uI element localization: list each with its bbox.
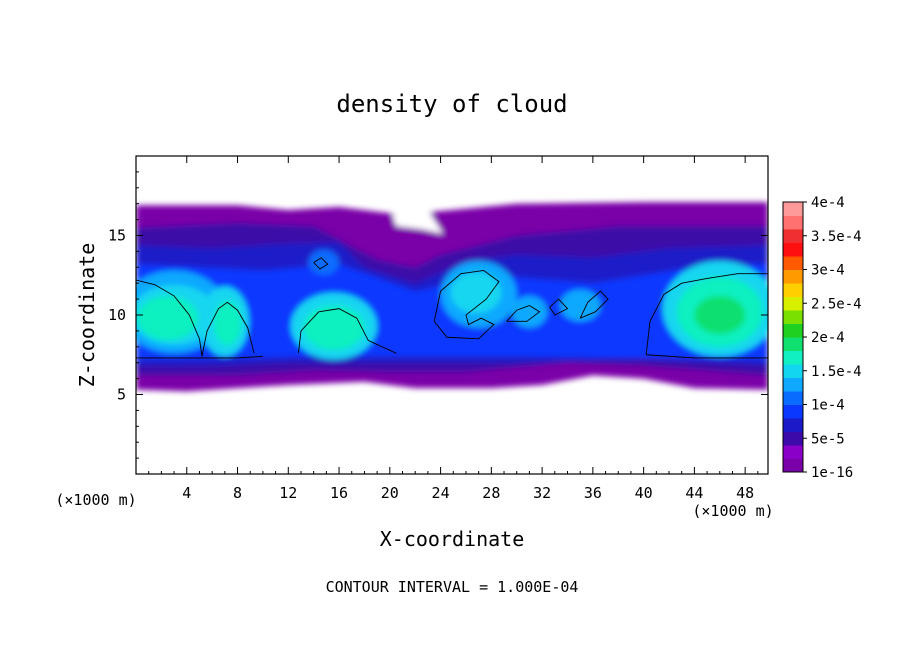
colorbar-swatch — [783, 337, 803, 351]
density-blob — [308, 249, 340, 276]
density-blob — [213, 300, 242, 346]
density-blob — [450, 272, 502, 314]
colorbar-swatch — [783, 391, 803, 405]
colorbar-swatch — [783, 310, 803, 324]
contour-line — [506, 304, 541, 322]
colorbar-swatch — [783, 350, 803, 365]
x-tick-label: 48 — [736, 484, 754, 502]
contour-line — [646, 354, 768, 359]
x-tick-label: 36 — [584, 484, 602, 502]
colorbar-swatch — [783, 269, 803, 284]
colorbar-swatch — [783, 215, 803, 230]
colorbar-swatch — [783, 431, 803, 446]
contour-line — [645, 273, 768, 355]
colorbar-tick-label: 3.5e-4 — [811, 229, 862, 245]
colorbar-swatch — [783, 296, 803, 311]
y-axis-title: Z-coordinate — [75, 243, 99, 388]
x-tick-label: 32 — [533, 484, 551, 502]
colorbar-swatch — [783, 242, 803, 257]
colorbar-tick-label: 1.5e-4 — [811, 364, 862, 380]
contour-interval-note: CONTOUR INTERVAL = 1.000E-04 — [326, 578, 579, 596]
colorbar-swatch — [783, 323, 803, 338]
plot-area — [136, 202, 768, 392]
density-blob — [694, 295, 746, 335]
x-unit-label-right: (×1000 m) — [692, 502, 773, 520]
clear-gap — [392, 210, 444, 234]
x-tick-label: 44 — [685, 484, 703, 502]
contour-line — [297, 308, 397, 354]
colorbar-swatch — [783, 445, 803, 459]
colorbar-swatch — [783, 283, 803, 297]
colorbar-tick-label: 1e-16 — [811, 465, 853, 481]
colorbar-tick-label: 4e-4 — [811, 195, 845, 211]
colorbar-tick-label: 3e-4 — [811, 263, 845, 279]
contour-line — [136, 279, 203, 357]
y-tick-label: 10 — [108, 306, 126, 324]
contour-lines — [136, 257, 768, 359]
y-tick-label: 5 — [117, 386, 126, 404]
contour-line — [201, 301, 255, 357]
colorbar-tick-label: 1e-4 — [811, 398, 845, 414]
colorbar-tick-label: 2e-4 — [811, 330, 845, 346]
x-tick-label: 20 — [381, 484, 399, 502]
colorbar: 1e-16 5e-5 1e-4 1.5e-4 2e-4 2.5e-4 3e-4 3.5e-4 4… — [782, 195, 862, 481]
density-blob — [511, 295, 548, 328]
colorbar-swatch — [783, 229, 803, 243]
colorbar-swatch — [783, 377, 803, 392]
x-tick-label: 40 — [635, 484, 653, 502]
colorbar-tick-label: 5e-5 — [811, 431, 845, 447]
colorbar-swatch — [783, 202, 803, 216]
x-tick-label: 16 — [330, 484, 348, 502]
x-axis-title: X-coordinate — [380, 527, 525, 551]
contour-line — [549, 298, 569, 316]
y-tick-label: 15 — [108, 227, 126, 245]
x-tick-label: 12 — [279, 484, 297, 502]
colorbar-swatch — [783, 418, 803, 432]
contour-line — [579, 290, 609, 319]
density-blob — [559, 289, 601, 322]
density-field — [136, 202, 768, 392]
colorbar-swatch — [783, 404, 803, 419]
y-axis: 5 10 15 — [108, 171, 768, 459]
chart-title: density of cloud — [336, 90, 567, 118]
x-tick-label: 4 — [182, 484, 191, 502]
x-tick-label: 28 — [482, 484, 500, 502]
contour-line — [313, 257, 329, 270]
x-tick-label: 24 — [432, 484, 450, 502]
colorbar-swatch — [783, 364, 803, 378]
x-tick-label: 8 — [233, 484, 242, 502]
contour-line — [433, 270, 500, 340]
density-blob — [303, 305, 365, 350]
x-axis: 4 8 12 16 20 24 28 32 36 40 44 48 — [148, 156, 759, 502]
colorbar-swatch — [783, 256, 803, 270]
colorbar-tick-label: 2.5e-4 — [811, 296, 862, 312]
colorbar-swatch — [783, 458, 803, 473]
density-blob — [137, 295, 199, 341]
contour-line — [136, 355, 263, 359]
x-unit-label-left: (×1000 m) — [55, 491, 136, 509]
